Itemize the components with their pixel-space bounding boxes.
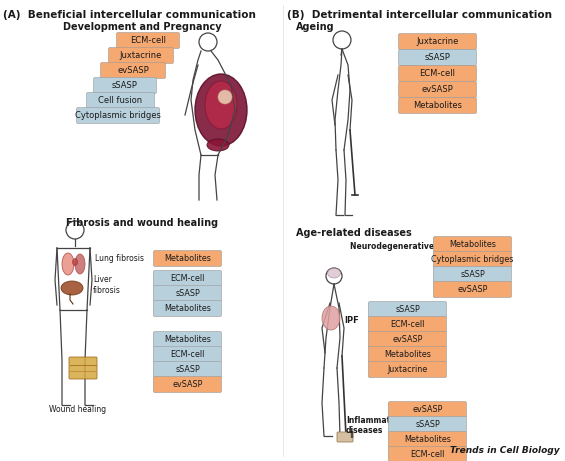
FancyBboxPatch shape bbox=[368, 361, 446, 378]
Text: sSASP: sSASP bbox=[460, 270, 485, 279]
FancyBboxPatch shape bbox=[154, 250, 221, 266]
Ellipse shape bbox=[195, 74, 247, 146]
Text: Wound healing: Wound healing bbox=[50, 405, 107, 414]
Ellipse shape bbox=[75, 254, 85, 274]
FancyBboxPatch shape bbox=[154, 271, 221, 286]
Circle shape bbox=[218, 90, 232, 104]
Text: evSASP: evSASP bbox=[392, 335, 423, 344]
Text: ECM-cell: ECM-cell bbox=[130, 36, 166, 45]
Text: (B)  Detrimental intercellular communication: (B) Detrimental intercellular communicat… bbox=[287, 10, 552, 20]
FancyBboxPatch shape bbox=[398, 34, 476, 49]
FancyBboxPatch shape bbox=[368, 301, 446, 318]
Text: ECM-cell: ECM-cell bbox=[390, 320, 425, 329]
Text: sSASP: sSASP bbox=[395, 305, 420, 314]
Text: II: II bbox=[350, 431, 354, 440]
Ellipse shape bbox=[207, 139, 229, 151]
Text: sSASP: sSASP bbox=[175, 365, 200, 374]
Ellipse shape bbox=[62, 253, 74, 275]
Text: Neurodegenerative diseases: Neurodegenerative diseases bbox=[350, 242, 474, 251]
FancyBboxPatch shape bbox=[101, 63, 166, 78]
FancyBboxPatch shape bbox=[389, 431, 467, 448]
Text: Juxtacrine: Juxtacrine bbox=[120, 51, 162, 60]
FancyBboxPatch shape bbox=[433, 236, 511, 253]
Text: evSASP: evSASP bbox=[172, 380, 203, 389]
FancyBboxPatch shape bbox=[398, 97, 476, 113]
FancyBboxPatch shape bbox=[389, 447, 467, 461]
Text: sSASP: sSASP bbox=[424, 53, 450, 62]
FancyBboxPatch shape bbox=[398, 49, 476, 65]
Text: evSASP: evSASP bbox=[421, 85, 453, 94]
Text: ECM-cell: ECM-cell bbox=[170, 274, 205, 283]
FancyBboxPatch shape bbox=[154, 331, 221, 348]
Text: Fibrosis and wound healing: Fibrosis and wound healing bbox=[66, 218, 218, 228]
Text: (A)  Beneficial intercellular communication: (A) Beneficial intercellular communicati… bbox=[3, 10, 256, 20]
FancyBboxPatch shape bbox=[368, 331, 446, 348]
Text: ECM-cell: ECM-cell bbox=[170, 350, 205, 359]
FancyBboxPatch shape bbox=[433, 282, 511, 297]
Text: Inflammatory
diseases: Inflammatory diseases bbox=[346, 416, 405, 435]
Ellipse shape bbox=[72, 259, 77, 266]
Ellipse shape bbox=[322, 306, 340, 330]
Text: Metabolites: Metabolites bbox=[449, 240, 496, 249]
Text: Liver
fibrosis: Liver fibrosis bbox=[93, 275, 121, 295]
Text: Development and Pregnancy: Development and Pregnancy bbox=[63, 22, 221, 32]
FancyBboxPatch shape bbox=[398, 82, 476, 97]
FancyBboxPatch shape bbox=[398, 65, 476, 82]
Ellipse shape bbox=[328, 268, 341, 278]
Text: Juxtacrine: Juxtacrine bbox=[416, 37, 459, 46]
Text: Juxtacrine: Juxtacrine bbox=[388, 365, 428, 374]
FancyBboxPatch shape bbox=[389, 402, 467, 418]
FancyBboxPatch shape bbox=[154, 301, 221, 317]
FancyBboxPatch shape bbox=[154, 361, 221, 378]
Text: ECM-cell: ECM-cell bbox=[419, 69, 455, 78]
Text: Metabolites: Metabolites bbox=[164, 335, 211, 344]
Text: Ageing: Ageing bbox=[296, 22, 334, 32]
Text: sSASP: sSASP bbox=[175, 289, 200, 298]
Text: Lung fibrosis: Lung fibrosis bbox=[95, 254, 144, 262]
FancyBboxPatch shape bbox=[116, 32, 180, 48]
Text: Cytoplasmic bridges: Cytoplasmic bridges bbox=[431, 255, 514, 264]
FancyBboxPatch shape bbox=[86, 93, 154, 108]
Text: IPF: IPF bbox=[344, 315, 359, 325]
Ellipse shape bbox=[61, 281, 83, 295]
Text: evSASP: evSASP bbox=[412, 405, 443, 414]
FancyBboxPatch shape bbox=[154, 377, 221, 392]
FancyBboxPatch shape bbox=[154, 347, 221, 362]
Text: Metabolites: Metabolites bbox=[164, 304, 211, 313]
FancyBboxPatch shape bbox=[154, 285, 221, 301]
FancyBboxPatch shape bbox=[389, 416, 467, 432]
FancyBboxPatch shape bbox=[433, 266, 511, 283]
FancyBboxPatch shape bbox=[108, 47, 173, 64]
Text: Trends in Cell Biology: Trends in Cell Biology bbox=[450, 446, 560, 455]
Text: sSASP: sSASP bbox=[112, 81, 138, 90]
FancyBboxPatch shape bbox=[69, 357, 97, 379]
Text: Metabolites: Metabolites bbox=[384, 350, 431, 359]
FancyBboxPatch shape bbox=[433, 252, 511, 267]
FancyBboxPatch shape bbox=[337, 432, 353, 442]
Text: sSASP: sSASP bbox=[415, 420, 440, 429]
Text: Metabolites: Metabolites bbox=[413, 101, 462, 110]
Text: Cytoplasmic bridges: Cytoplasmic bridges bbox=[75, 111, 161, 120]
FancyBboxPatch shape bbox=[368, 347, 446, 362]
Ellipse shape bbox=[205, 81, 237, 129]
FancyBboxPatch shape bbox=[368, 317, 446, 332]
FancyBboxPatch shape bbox=[76, 107, 159, 124]
Text: Cell fusion: Cell fusion bbox=[98, 96, 142, 105]
Text: ECM-cell: ECM-cell bbox=[410, 450, 445, 459]
Text: evSASP: evSASP bbox=[117, 66, 149, 75]
Text: Age-related diseases: Age-related diseases bbox=[296, 228, 412, 238]
Text: Metabolites: Metabolites bbox=[404, 435, 451, 444]
Text: Metabolites: Metabolites bbox=[164, 254, 211, 263]
Text: evSASP: evSASP bbox=[457, 285, 488, 294]
FancyBboxPatch shape bbox=[93, 77, 157, 94]
